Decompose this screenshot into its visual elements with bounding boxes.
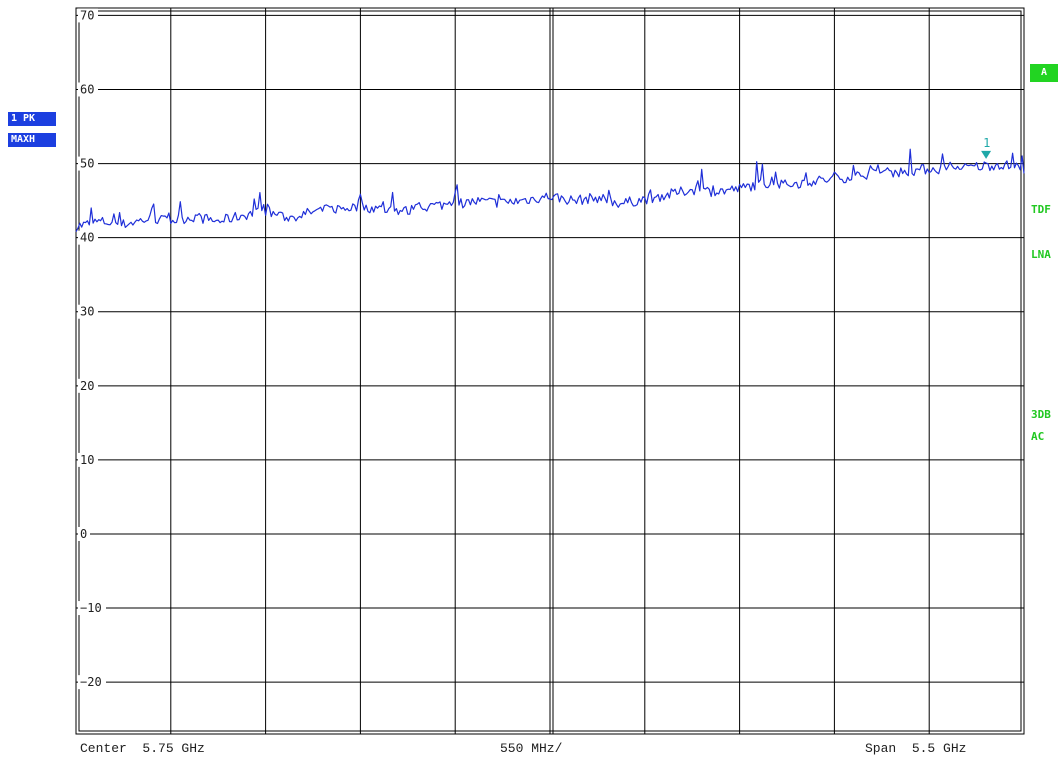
y-tick-label-bg: [78, 675, 106, 690]
y-tick-label: 40: [80, 231, 94, 245]
trace-line: [75, 148, 1025, 232]
y-tick-label-bg: [78, 526, 90, 541]
y-tick-label: −20: [80, 675, 102, 689]
center-frequency: Center 5.75 GHz: [80, 741, 205, 756]
lna-indicator: LNA: [1031, 248, 1051, 261]
y-tick-label-bg: [78, 230, 98, 245]
screen-a-flag: A: [1030, 64, 1058, 82]
span-value: 5.5 GHz: [911, 741, 967, 756]
trace-1: [75, 148, 1025, 232]
y-tick-label: 60: [80, 82, 94, 96]
marker-1: 1: [981, 136, 992, 159]
division-scale: 550 MHz/: [500, 741, 563, 756]
span-label: Span: [865, 741, 897, 756]
y-tick-label: −10: [80, 601, 102, 615]
y-tick-label-bg: [78, 8, 98, 23]
marker-triangle: [981, 150, 992, 159]
y-tick-label-bg: [78, 452, 98, 467]
y-tick-label: 20: [80, 379, 94, 393]
y-tick-label: 10: [80, 453, 94, 467]
y-tick-label-bg: [78, 304, 98, 319]
tdf-indicator: TDF: [1031, 203, 1051, 216]
y-tick-label: 70: [80, 8, 94, 22]
coupling-indicator: AC: [1031, 430, 1045, 443]
y-tick-label: 0: [80, 527, 87, 541]
y-tick-label-bg: [78, 601, 106, 616]
attenuation-indicator: 3DB: [1031, 408, 1051, 421]
y-tick-label-bg: [78, 82, 98, 97]
y-axis-ticks: 70 60 50 40 30 20 10 0 −10 −20: [78, 8, 106, 690]
center-value: 5.75 GHz: [142, 741, 205, 756]
grid-lines: [76, 8, 1024, 734]
y-tick-label-bg: [78, 378, 98, 393]
y-tick-label: 50: [80, 157, 94, 171]
span-frequency: Span 5.5 GHz: [865, 741, 966, 756]
y-tick-label-bg: [78, 156, 98, 171]
trace-detector-badge: 1 PK: [8, 112, 56, 126]
trace-mode-badge: MAXH: [8, 133, 56, 147]
marker-label: 1: [983, 136, 990, 150]
y-tick-label: 30: [80, 305, 94, 319]
center-label: Center: [80, 741, 127, 756]
